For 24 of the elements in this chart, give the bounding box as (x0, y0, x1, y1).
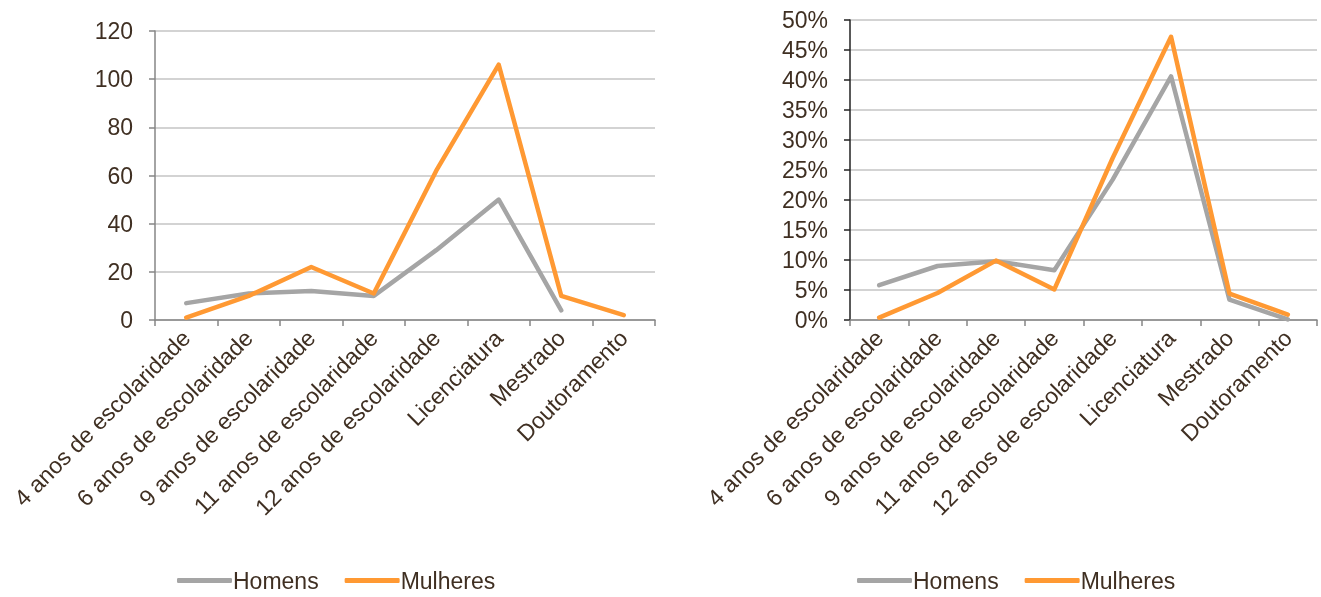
y-tick-label: 20% (781, 187, 828, 213)
y-tick-label: 100 (94, 66, 133, 93)
line-series (184, 62, 626, 320)
y-tick-label: 15% (781, 217, 828, 243)
y-tick-label: 0% (794, 307, 828, 333)
y-tick-label: 25% (781, 157, 828, 183)
legend-label: Mulheres (1080, 567, 1176, 594)
y-tick-label: 50% (781, 7, 828, 33)
y-tick-label: 45% (781, 37, 828, 63)
legend-label: Homens (233, 567, 319, 594)
y-tick-label: 60 (107, 162, 133, 189)
y-tick-label: 35% (781, 97, 828, 123)
y-tick-label: 5% (794, 277, 828, 303)
y-tick-label: 0 (120, 307, 133, 333)
y-tick-label: 80 (107, 114, 133, 141)
y-tick-label: 40% (781, 67, 828, 93)
y-tick-label: 10% (781, 247, 828, 273)
line-series (184, 197, 564, 313)
y-tick-label: 40 (107, 210, 133, 237)
y-tick-label: 120 (94, 18, 133, 44)
y-tick-label: 20 (107, 258, 133, 285)
y-tick-label: 30% (781, 127, 828, 153)
legend-label: Homens (913, 567, 999, 594)
legend-label: Mulheres (400, 567, 496, 594)
